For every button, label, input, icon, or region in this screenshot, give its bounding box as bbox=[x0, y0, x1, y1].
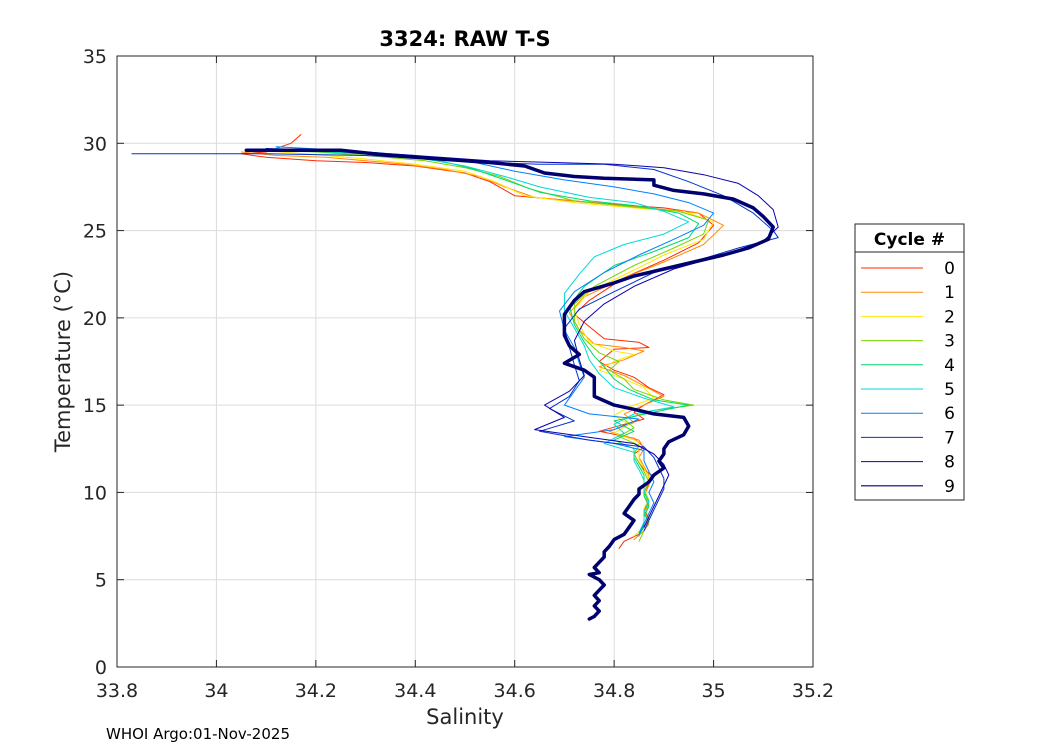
y-tick-label: 20 bbox=[83, 308, 107, 330]
y-tick-label: 10 bbox=[83, 482, 107, 504]
legend-label-cycle-1: 1 bbox=[944, 283, 955, 303]
series-line-cycle-4 bbox=[265, 149, 700, 537]
y-tick-label: 25 bbox=[83, 221, 107, 243]
x-tick-label: 34 bbox=[204, 680, 228, 702]
x-tick-label: 34.2 bbox=[295, 680, 337, 702]
legend-label-cycle-4: 4 bbox=[944, 356, 955, 376]
legend-label-cycle-5: 5 bbox=[944, 380, 955, 400]
axes-frame bbox=[116, 55, 814, 668]
series-line-cycle-9 bbox=[244, 148, 775, 621]
legend-label-cycle-6: 6 bbox=[944, 404, 955, 424]
chart-title: 3324: RAW T-S bbox=[379, 27, 550, 51]
legend-label-cycle-7: 7 bbox=[944, 428, 955, 448]
legend-label-cycle-9: 9 bbox=[944, 477, 955, 497]
series-line-cycle-5 bbox=[275, 148, 690, 534]
y-tick-label: 5 bbox=[95, 570, 107, 592]
legend-box bbox=[854, 223, 965, 501]
legend-label-cycle-0: 0 bbox=[944, 259, 955, 279]
x-axis-label: Salinity bbox=[426, 705, 504, 729]
footer-credit: WHOI Argo:01-Nov-2025 bbox=[106, 725, 290, 743]
legend-title: Cycle # bbox=[874, 230, 945, 250]
series-line-cycle-2 bbox=[255, 149, 715, 537]
plot-area bbox=[117, 56, 813, 667]
x-tick-label: 35.2 bbox=[792, 680, 834, 702]
y-tick-label: 35 bbox=[83, 46, 107, 68]
x-tick-label: 33.8 bbox=[96, 680, 138, 702]
x-tick-label: 35 bbox=[701, 680, 725, 702]
y-tick-label: 0 bbox=[95, 657, 107, 679]
y-axis-label: Temperature (°C) bbox=[51, 271, 75, 453]
x-tick-label: 34.4 bbox=[394, 680, 436, 702]
y-tick-label: 30 bbox=[83, 133, 107, 155]
legend-label-cycle-8: 8 bbox=[944, 453, 955, 473]
y-tick-label: 15 bbox=[83, 395, 107, 417]
legend-label-cycle-2: 2 bbox=[944, 307, 955, 327]
x-tick-label: 34.6 bbox=[494, 680, 536, 702]
x-tick-label: 34.8 bbox=[593, 680, 635, 702]
legend-label-cycle-3: 3 bbox=[944, 332, 955, 352]
